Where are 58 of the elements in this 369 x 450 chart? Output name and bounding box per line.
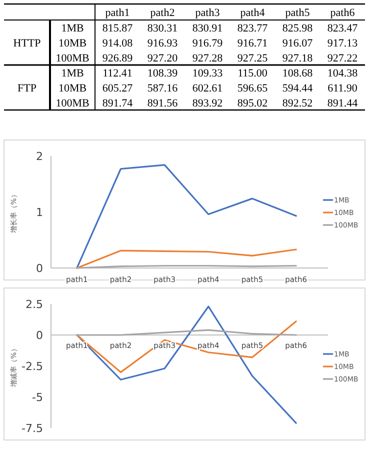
data-label: 104.38	[327, 68, 358, 80]
data-label: 916.93	[147, 38, 178, 50]
data-label: 594.44	[282, 82, 314, 94]
y-tick-label: 1	[36, 206, 43, 219]
y-tick-label: 100MB	[56, 98, 90, 110]
y-tick-label: 10MB	[58, 38, 87, 50]
data-label: 815.87	[102, 22, 134, 34]
data-label: 605.27	[102, 82, 134, 94]
data-label: 893.92	[192, 98, 223, 110]
y-tick-label: 0	[36, 262, 43, 275]
y-tick-label: 10MB	[58, 82, 87, 94]
x-tick-label: path6	[330, 7, 356, 19]
data-label: 916.79	[192, 38, 224, 50]
y-tick-label: -5	[32, 391, 43, 404]
y2-tick-label: HTTP	[13, 38, 41, 50]
data-label: 108.39	[147, 68, 178, 80]
data-label: 916.07	[282, 38, 314, 50]
data-label: 602.61	[192, 82, 223, 94]
data-label: 927.28	[192, 52, 224, 64]
data-label: 830.91	[192, 22, 223, 34]
y-tick-label: -7.5	[22, 422, 43, 435]
data-label: 891.44	[327, 98, 358, 110]
y-tick-label: 100MB	[56, 52, 90, 64]
y2-tick-label: FTP	[18, 82, 36, 94]
data-label: 830.31	[147, 22, 178, 34]
data-label: 927.18	[282, 52, 314, 64]
x-tick-label: path5	[285, 7, 310, 19]
data-label: 587.16	[147, 82, 178, 94]
data-label: 927.20	[147, 52, 178, 64]
data-label: 825.98	[282, 22, 314, 34]
x-tick-label: path4	[240, 7, 266, 19]
data-label: 891.56	[147, 98, 178, 110]
data-label: 611.90	[328, 82, 358, 94]
x-tick-label: path2	[150, 7, 175, 19]
x-tick-label: path3	[195, 7, 220, 19]
data-label: 926.89	[102, 52, 134, 64]
data-label: 895.02	[237, 98, 268, 110]
y-tick-label: 2	[36, 150, 43, 163]
y-tick-label: 0	[36, 329, 43, 342]
data-label: 108.68	[282, 68, 314, 80]
y-tick-label: -2.5	[22, 360, 43, 373]
data-label: 823.47	[327, 22, 358, 34]
y-tick-label: 2.5	[26, 298, 43, 311]
x-tick-label: path1	[105, 7, 130, 19]
data-label: 927.25	[237, 52, 268, 64]
data-label: 916.71	[237, 38, 268, 50]
data-label: 596.65	[237, 82, 268, 94]
data-label: 115.00	[238, 68, 268, 80]
data-label: 891.74	[102, 98, 134, 110]
data-label: 917.13	[327, 38, 358, 50]
data-label: 892.52	[282, 98, 313, 110]
data-label: 927.22	[327, 52, 358, 64]
data-label: 109.33	[192, 68, 224, 80]
y-tick-label: 1MB	[61, 22, 84, 34]
data-label: 823.77	[237, 22, 268, 34]
data-label: 112.41	[102, 68, 132, 80]
y-tick-label: 1MB	[61, 68, 84, 80]
data-label: 914.08	[102, 38, 134, 50]
